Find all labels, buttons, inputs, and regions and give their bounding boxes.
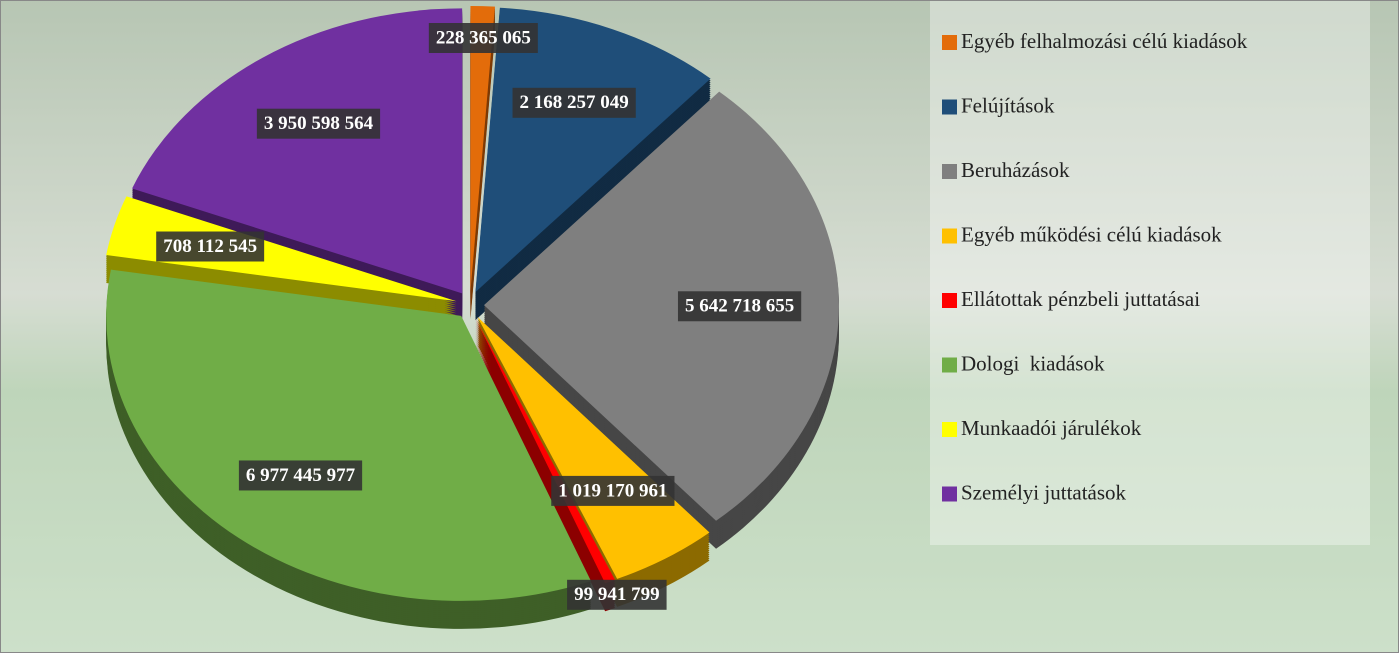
- legend-swatch: [942, 293, 957, 308]
- legend-swatch: [942, 35, 957, 50]
- legend-label: Ellátottak pénzbeli juttatásai: [961, 287, 1200, 311]
- legend-label: Dologi kiadások: [961, 351, 1105, 375]
- value-label-box: [256, 108, 381, 139]
- value-label: 5 642 718 655: [677, 291, 802, 322]
- value-label-box: [567, 579, 667, 610]
- value-label-box: [156, 231, 265, 262]
- value-label-box: [428, 23, 538, 53]
- value-label-box: [238, 460, 363, 491]
- value-label-text: 1 019 170 961: [558, 480, 667, 501]
- legend-swatch: [942, 422, 957, 437]
- value-label-text: 228 365 065: [436, 27, 531, 48]
- slice: [475, 7, 711, 293]
- value-label-text: 5 642 718 655: [685, 296, 794, 317]
- value-label-text: 2 168 257 049: [520, 92, 629, 113]
- legend-label: Beruházások: [961, 158, 1070, 182]
- value-label-text: 6 977 445 977: [246, 465, 356, 486]
- value-label-text: 99 941 799: [574, 584, 660, 605]
- legend-panel: [930, 0, 1370, 545]
- value-label: 6 977 445 977: [238, 460, 363, 491]
- slice: [475, 317, 616, 584]
- legend-label: Munkaadói járulékok: [961, 416, 1142, 440]
- value-label-box: [551, 475, 675, 506]
- slice: [470, 6, 495, 292]
- legend-swatch: [942, 228, 957, 244]
- slice: [483, 91, 839, 521]
- legend-label: Személyi juttatások: [961, 480, 1127, 504]
- value-label-box: [677, 291, 802, 322]
- value-label: 228 365 065: [428, 23, 538, 53]
- legend-label: Egyéb felhalmozási célú kiadások: [961, 29, 1248, 53]
- slice: [106, 196, 457, 302]
- value-label: 2 168 257 049: [512, 87, 636, 118]
- legend-swatch: [942, 357, 957, 373]
- legend-swatch: [942, 99, 957, 115]
- slice: [477, 316, 710, 579]
- legend-label: Felújítások: [961, 93, 1055, 117]
- value-label-box: [512, 87, 636, 118]
- legend-swatch: [942, 486, 957, 502]
- value-label: 3 950 598 564: [256, 108, 381, 139]
- value-label-text: 3 950 598 564: [264, 113, 374, 134]
- legend-label: Egyéb működési célú kiadások: [961, 222, 1222, 246]
- value-label: 708 112 545: [156, 231, 265, 262]
- slice: [132, 8, 463, 294]
- value-label: 99 941 799: [567, 579, 667, 610]
- value-label: 1 019 170 961: [551, 475, 675, 506]
- legend-swatch: [942, 164, 957, 179]
- slice: [106, 269, 592, 601]
- value-label-text: 708 112 545: [163, 236, 257, 257]
